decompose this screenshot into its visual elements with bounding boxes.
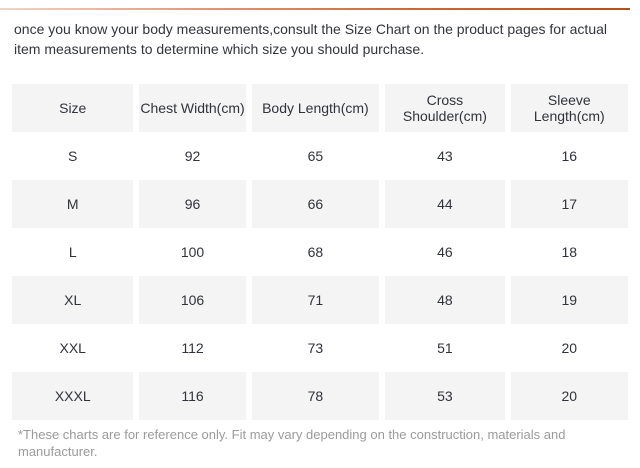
measurement-cell: 92 xyxy=(139,132,246,180)
table-row: S 92 65 43 16 xyxy=(12,132,628,180)
header-cell-sleeve-length: Sleeve Length(cm) xyxy=(510,84,628,132)
measurement-cell: 106 xyxy=(139,276,246,324)
header-row: Size Chest Width(cm) Body Length(cm) Cro… xyxy=(12,84,628,132)
footnote-text: *These charts are for reference only. Fi… xyxy=(18,427,566,459)
measurement-cell: 48 xyxy=(385,276,505,324)
size-cell: XXL xyxy=(12,324,134,372)
measurement-cell: 44 xyxy=(385,180,505,228)
header-cell-body-length: Body Length(cm) xyxy=(251,84,380,132)
size-cell: L xyxy=(12,228,134,276)
measurement-cell: 20 xyxy=(510,372,628,420)
top-accent-line xyxy=(0,8,630,10)
header-cell-cross-shoulder: Cross Shoulder(cm) xyxy=(385,84,505,132)
measurement-cell: 66 xyxy=(251,180,380,228)
measurement-cell: 53 xyxy=(385,372,505,420)
measurement-cell: 100 xyxy=(139,228,246,276)
measurement-cell: 46 xyxy=(385,228,505,276)
table-row: M 96 66 44 17 xyxy=(12,180,628,228)
measurement-cell: 71 xyxy=(251,276,380,324)
measurement-cell: 16 xyxy=(510,132,628,180)
measurement-cell: 73 xyxy=(251,324,380,372)
header-cell-chest-width: Chest Width(cm) xyxy=(139,84,246,132)
measurement-cell: 19 xyxy=(510,276,628,324)
measurement-cell: 51 xyxy=(385,324,505,372)
intro-text: once you know your body measurements,con… xyxy=(14,21,608,57)
size-chart-page: once you know your body measurements,con… xyxy=(0,8,640,468)
measurement-cell: 20 xyxy=(510,324,628,372)
size-chart-body: S 92 65 43 16 M 96 66 44 17 L 100 68 46 18 XL 106 71 48 19 X… xyxy=(12,132,628,420)
table-row: L 100 68 46 18 xyxy=(12,228,628,276)
measurement-cell: 17 xyxy=(510,180,628,228)
size-cell: XL xyxy=(12,276,134,324)
table-row: XXL 112 73 51 20 xyxy=(12,324,628,372)
measurement-cell: 116 xyxy=(139,372,246,420)
measurement-cell: 78 xyxy=(251,372,380,420)
size-cell: M xyxy=(12,180,134,228)
measurement-cell: 112 xyxy=(139,324,246,372)
measurement-cell: 18 xyxy=(510,228,628,276)
size-cell: S xyxy=(12,132,134,180)
measurement-cell: 96 xyxy=(139,180,246,228)
measurement-cell: 65 xyxy=(251,132,380,180)
table-row: XXXL 116 78 53 20 xyxy=(12,372,628,420)
measurement-cell: 68 xyxy=(251,228,380,276)
size-chart-table: Size Chest Width(cm) Body Length(cm) Cro… xyxy=(6,84,634,420)
measurement-cell: 43 xyxy=(385,132,505,180)
size-cell: XXXL xyxy=(12,372,134,420)
table-row: XL 106 71 48 19 xyxy=(12,276,628,324)
header-cell-size: Size xyxy=(12,84,134,132)
